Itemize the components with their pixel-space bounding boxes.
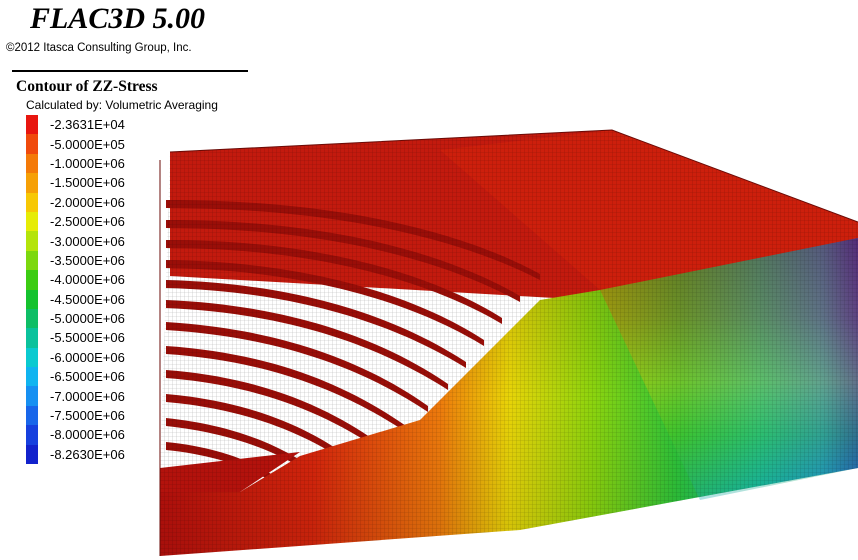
legend-item: -6.5000E+06: [26, 367, 125, 387]
legend-label: -8.0000E+06: [50, 427, 125, 443]
plot-title: Contour of ZZ-Stress: [16, 78, 158, 95]
legend-label: -7.5000E+06: [50, 408, 125, 424]
legend-swatch: [26, 289, 38, 309]
legend-item: -3.5000E+06: [26, 250, 125, 271]
legend-swatch: [26, 444, 38, 465]
legend-item: -2.5000E+06: [26, 211, 125, 232]
legend-item: -7.5000E+06: [26, 405, 125, 426]
legend-swatch: [26, 211, 38, 232]
legend-item: -5.5000E+06: [26, 328, 125, 348]
copyright-notice: ©2012 Itasca Consulting Group, Inc.: [6, 42, 192, 54]
legend-label: -4.0000E+06: [50, 272, 125, 288]
legend-label: -2.3631E+04: [50, 117, 125, 133]
legend-swatch: [26, 386, 38, 406]
legend-item: -3.0000E+06: [26, 231, 125, 251]
legend-swatch: [26, 134, 38, 154]
legend-swatch: [26, 173, 38, 193]
legend-item: -5.0000E+06: [26, 308, 125, 329]
legend-item: -8.2630E+06: [26, 444, 125, 465]
legend-label: -5.5000E+06: [50, 330, 125, 346]
model-edge-top: [169, 129, 858, 223]
legend-label: -1.5000E+06: [50, 175, 125, 191]
legend-label: -1.0000E+06: [50, 155, 125, 171]
app-title: FLAC3D 5.00: [30, 2, 206, 35]
legend-item: -4.0000E+06: [26, 270, 125, 290]
legend-label: -8.2630E+06: [50, 446, 125, 462]
legend-item: -5.0000E+05: [26, 134, 125, 154]
legend-swatch: [26, 192, 38, 212]
mesh-grid: [160, 130, 858, 556]
legend-label: -3.0000E+06: [50, 233, 125, 249]
legend-swatch: [26, 250, 38, 271]
legend-swatch: [26, 231, 38, 251]
legend-swatch: [26, 405, 38, 426]
plot-subtitle: Calculated by: Volumetric Averaging: [26, 98, 218, 112]
legend-item: -8.0000E+06: [26, 425, 125, 445]
legend-swatch: [26, 308, 38, 329]
legend-swatch: [26, 367, 38, 387]
legend-swatch: [26, 425, 38, 445]
legend-label: -3.5000E+06: [50, 252, 125, 268]
legend-label: -4.5000E+06: [50, 291, 125, 307]
legend-item: -1.5000E+06: [26, 173, 125, 193]
legend-swatch: [26, 328, 38, 348]
legend-label: -2.5000E+06: [50, 214, 125, 230]
legend-item: -7.0000E+06: [26, 386, 125, 406]
legend-item: -2.0000E+06: [26, 192, 125, 212]
title-divider: [12, 70, 248, 72]
legend-label: -6.5000E+06: [50, 369, 125, 385]
legend-label: -5.0000E+05: [50, 136, 125, 152]
legend-label: -6.0000E+06: [50, 349, 125, 365]
legend-label: -2.0000E+06: [50, 194, 125, 210]
legend-item: -6.0000E+06: [26, 347, 125, 368]
legend-item: -1.0000E+06: [26, 153, 125, 174]
legend-swatch: [26, 115, 38, 135]
legend-swatch: [26, 270, 38, 290]
legend-label: -5.0000E+06: [50, 311, 125, 327]
legend-swatch: [26, 153, 38, 174]
legend-item: -4.5000E+06: [26, 289, 125, 309]
legend-label: -7.0000E+06: [50, 388, 125, 404]
legend-swatch: [26, 347, 38, 368]
contour-legend: -2.3631E+04 -5.0000E+05 -1.0000E+06 -1.5000…: [26, 115, 125, 465]
legend-item: -2.3631E+04: [26, 115, 125, 135]
